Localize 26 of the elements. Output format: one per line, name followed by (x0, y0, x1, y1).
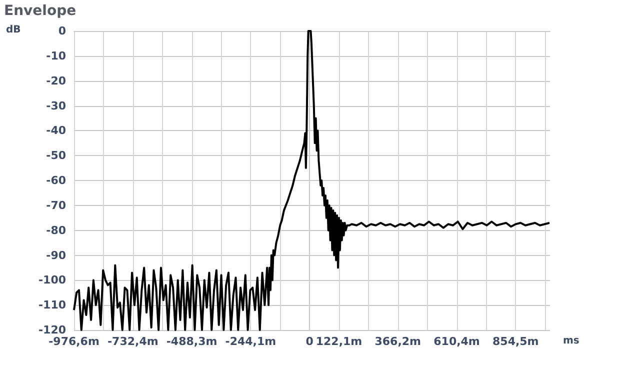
x-tick-label: -488,3m (166, 335, 218, 348)
y-tick-label: -50 (46, 149, 66, 162)
y-tick-label: -80 (46, 224, 66, 237)
y-tick-label: -40 (46, 124, 66, 138)
y-tick-label: -70 (46, 198, 66, 212)
line-series (73, 30, 551, 331)
x-tick-label: -976,6m (48, 335, 100, 348)
x-axis-title: ms (563, 336, 580, 346)
y-tick-label: -30 (46, 99, 66, 112)
x-tick-label: 122,1m (316, 335, 362, 348)
x-tick-label: 0 (306, 335, 314, 348)
y-tick-label: -120 (38, 324, 66, 336)
y-tick-label: 0 (58, 24, 66, 38)
x-tick-label: 854,5m (492, 335, 539, 348)
y-tick-label: -110 (38, 298, 66, 312)
x-tick-label: 366,2m (374, 335, 421, 348)
y-tick-label: -60 (46, 174, 66, 187)
y-tick-label: -20 (46, 74, 66, 88)
y-tick-label: -90 (46, 248, 66, 262)
x-tick-label: 610,4m (434, 335, 480, 348)
chart-title: Envelope (4, 3, 76, 19)
x-tick-label: -732,4m (107, 335, 158, 348)
y-tick-label: -100 (38, 274, 66, 287)
x-tick-label: -244,1m (225, 335, 276, 348)
y-tick-label: -10 (46, 49, 66, 62)
y-axis-title: dB (6, 24, 21, 36)
